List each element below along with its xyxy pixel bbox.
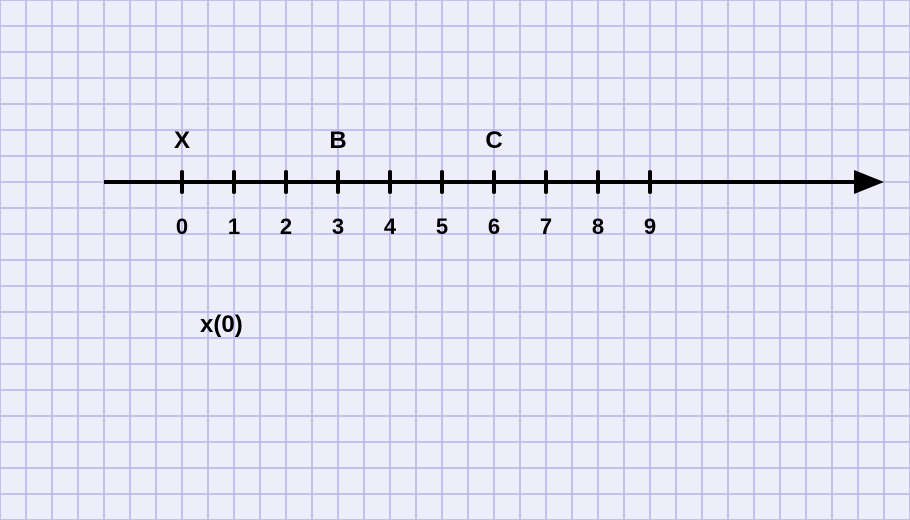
diagram-canvas: 0 1 2 3 4 5 6 7 8 9 X B Cx(0) bbox=[0, 0, 910, 520]
tick-label: 8 bbox=[592, 214, 604, 239]
tick-label: 9 bbox=[644, 214, 656, 239]
tick-label: 3 bbox=[332, 214, 344, 239]
tick-label: 7 bbox=[540, 214, 552, 239]
tick-label: 1 bbox=[228, 214, 240, 239]
tick-label: 5 bbox=[436, 214, 448, 239]
point-label: B bbox=[329, 127, 346, 154]
tick-label: 0 bbox=[176, 214, 188, 239]
axis-arrowhead bbox=[854, 170, 884, 194]
annotation-text: x(0) bbox=[200, 311, 243, 338]
point-label: C bbox=[485, 127, 502, 154]
number-line-figure: 0 1 2 3 4 5 6 7 8 9 X B Cx(0) bbox=[0, 0, 910, 520]
tick-label: 6 bbox=[488, 214, 500, 239]
tick-label: 4 bbox=[384, 214, 397, 239]
tick-label: 2 bbox=[280, 214, 292, 239]
point-label: X bbox=[174, 127, 190, 154]
